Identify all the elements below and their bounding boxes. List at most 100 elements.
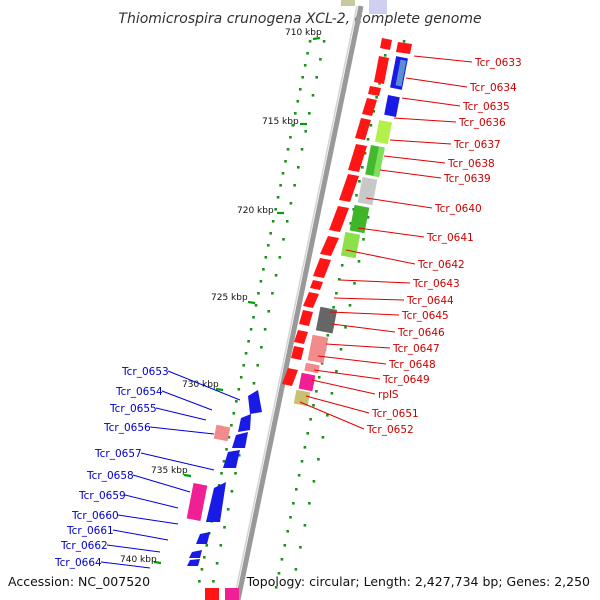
genome-summary-text: Topology: circular; Length: 2,427,734 bp…	[246, 574, 590, 589]
gene-label-tcr_0662[interactable]: Tcr_0662	[60, 540, 108, 552]
gene-arrow[interactable]	[329, 206, 349, 232]
gc-dot	[363, 152, 367, 155]
gene-block[interactable]	[298, 372, 316, 392]
gene-label-tcr_0643[interactable]: Tcr_0643	[412, 278, 460, 290]
gene-block[interactable]	[293, 389, 311, 407]
gene-arrow[interactable]	[339, 174, 359, 202]
gene-label-rpls[interactable]: rplS	[378, 389, 399, 401]
gene-label-tcr_0654[interactable]: Tcr_0654	[115, 386, 163, 398]
gene-label-tcr_0651[interactable]: Tcr_0651	[371, 408, 419, 420]
gene-block[interactable]	[340, 231, 361, 259]
gene-block[interactable]	[213, 424, 231, 442]
gene-block[interactable]	[186, 482, 208, 522]
gene-label-tcr_0649[interactable]: Tcr_0649	[382, 374, 430, 386]
gene-block[interactable]	[307, 334, 329, 364]
gene-arrow[interactable]	[320, 236, 339, 256]
gene-block[interactable]	[304, 362, 320, 374]
gene-label-tcr_0659[interactable]: Tcr_0659	[78, 490, 126, 502]
gene-arrow[interactable]	[374, 56, 389, 84]
leader-line	[167, 370, 241, 401]
gene-label-tcr_0657[interactable]: Tcr_0657	[94, 448, 142, 460]
gene-arrow[interactable]	[187, 559, 200, 566]
gene-label-tcr_0648[interactable]: Tcr_0648	[388, 359, 436, 371]
gene-label-tcr_0645[interactable]: Tcr_0645	[401, 310, 449, 322]
gene-arrow[interactable]	[294, 330, 308, 344]
gene-block[interactable]	[341, 0, 355, 6]
gc-dot	[335, 370, 338, 373]
leader-line	[393, 117, 457, 123]
gene-arrow[interactable]	[368, 86, 381, 96]
gc-dot	[306, 432, 309, 435]
gene-label-tcr_0638[interactable]: Tcr_0638	[447, 158, 495, 170]
gc-dot	[200, 568, 204, 571]
gene-arrow[interactable]	[238, 414, 251, 432]
gene-block[interactable]	[373, 146, 385, 178]
gc-dot	[271, 220, 275, 223]
gene-arrow[interactable]	[355, 118, 371, 140]
gene-arrow[interactable]	[310, 280, 323, 290]
gene-block[interactable]	[205, 588, 219, 600]
gc-dot	[256, 364, 259, 367]
gene-block[interactable]	[349, 204, 370, 234]
gene-block[interactable]	[384, 95, 400, 117]
gene-label-tcr_0656[interactable]: Tcr_0656	[103, 422, 151, 434]
gene-arrow[interactable]	[396, 42, 412, 54]
gene-arrow[interactable]	[299, 310, 313, 326]
gene-label-tcr_0635[interactable]: Tcr_0635	[462, 101, 510, 113]
gene-label-tcr_0653[interactable]: Tcr_0653	[121, 366, 169, 378]
gc-dot	[215, 562, 219, 565]
gene-block[interactable]	[225, 588, 239, 600]
gene-label-tcr_0647[interactable]: Tcr_0647	[392, 343, 440, 355]
gene-block[interactable]	[357, 176, 378, 206]
gene-label-tcr_0641[interactable]: Tcr_0641	[426, 232, 474, 244]
gene-arrow[interactable]	[282, 368, 298, 386]
gene-label-tcr_0661[interactable]: Tcr_0661	[66, 525, 114, 537]
gene-arrow[interactable]	[380, 38, 392, 50]
gc-dot	[322, 40, 326, 43]
gc-dot	[198, 580, 201, 583]
gene-arrow[interactable]	[303, 292, 319, 308]
gc-dot	[378, 82, 381, 85]
gene-arrow[interactable]	[189, 550, 202, 558]
gene-label-tcr_0640[interactable]: Tcr_0640	[434, 203, 482, 215]
leader-line	[117, 514, 179, 525]
gene-arrow[interactable]	[313, 258, 331, 278]
gc-dot	[274, 586, 278, 589]
tick-label: 735 kbp	[151, 466, 188, 476]
gene-label-tcr_0637[interactable]: Tcr_0637	[453, 139, 501, 151]
gene-label-tcr_0644[interactable]: Tcr_0644	[406, 295, 454, 307]
gc-dot	[312, 404, 315, 407]
gene-arrow[interactable]	[232, 432, 248, 448]
gc-dot	[383, 54, 387, 57]
gene-label-tcr_0660[interactable]: Tcr_0660	[71, 510, 119, 522]
gene-arrow[interactable]	[362, 98, 377, 116]
gc-dot	[369, 124, 373, 127]
gc-dot	[366, 138, 370, 141]
gene-label-tcr_0634[interactable]: Tcr_0634	[469, 82, 517, 94]
gene-block[interactable]	[375, 120, 392, 145]
gene-label-tcr_0658[interactable]: Tcr_0658	[86, 470, 134, 482]
gene-label-tcr_0639[interactable]: Tcr_0639	[443, 173, 491, 185]
gene-arrow[interactable]	[196, 532, 210, 544]
gene-arrow[interactable]	[291, 346, 304, 360]
gc-dot	[357, 260, 361, 263]
gene-label-tcr_0633[interactable]: Tcr_0633	[474, 57, 522, 69]
gene-arrow[interactable]	[348, 144, 367, 172]
gene-block[interactable]	[315, 306, 338, 334]
gene-arrow[interactable]	[248, 390, 262, 414]
gene-label-tcr_0664[interactable]: Tcr_0664	[54, 557, 102, 569]
gc-dot	[292, 502, 295, 505]
gene-arrow[interactable]	[206, 482, 226, 522]
gene-label-tcr_0655[interactable]: Tcr_0655	[109, 403, 157, 415]
gc-dot	[267, 310, 270, 313]
gene-label-tcr_0642[interactable]: Tcr_0642	[417, 259, 465, 271]
gc-dot	[330, 392, 334, 395]
gene-label-tcr_0646[interactable]: Tcr_0646	[397, 327, 445, 339]
gc-dot	[300, 460, 304, 463]
gene-label-tcr_0636[interactable]: Tcr_0636	[458, 117, 506, 129]
gc-dot	[355, 194, 358, 197]
gene-label-tcr_0652[interactable]: Tcr_0652	[366, 424, 414, 436]
gene-block[interactable]	[369, 0, 387, 14]
gene-block[interactable]	[395, 59, 407, 87]
gene-arrow[interactable]	[223, 450, 240, 468]
